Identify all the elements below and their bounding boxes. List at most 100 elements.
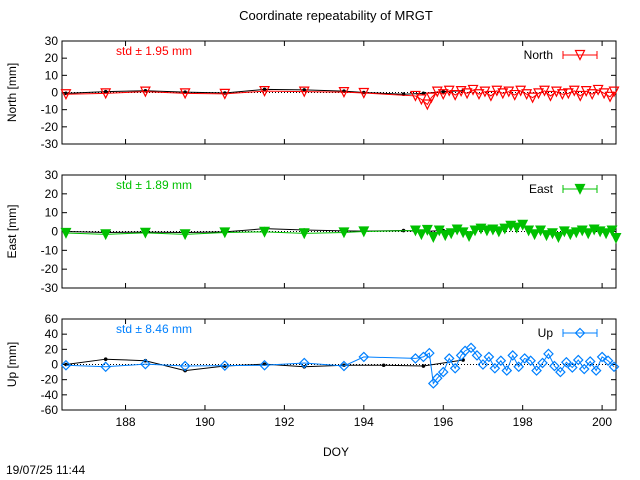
x-tick-label: 198 — [513, 415, 533, 429]
data-point — [519, 353, 531, 364]
data-point — [549, 360, 560, 372]
reference-point — [441, 89, 446, 94]
data-point — [443, 353, 455, 364]
legend-marker — [574, 183, 586, 195]
data-point — [421, 99, 433, 111]
x-tick-label: 190 — [195, 415, 215, 429]
y-tick-label: 60 — [45, 312, 59, 326]
x-tick-label: 192 — [274, 415, 294, 429]
legend-label: Up — [538, 326, 554, 340]
data-point — [219, 360, 231, 371]
data-point — [541, 230, 552, 242]
data-point — [511, 222, 523, 234]
data-point — [495, 355, 507, 367]
data-point — [100, 88, 112, 100]
x-axis-label: DOY — [323, 445, 349, 459]
data-point — [100, 229, 112, 241]
data-point — [431, 372, 443, 384]
data-point — [139, 227, 151, 239]
legend-label: North — [524, 48, 553, 62]
timestamp: 19/07/25 11:44 — [6, 463, 86, 477]
data-point — [60, 227, 72, 239]
data-point — [60, 89, 72, 101]
data-point — [477, 359, 489, 370]
y-tick-label: 10 — [45, 206, 59, 220]
data-point — [545, 90, 556, 102]
data-point — [358, 226, 370, 238]
data-point — [531, 365, 542, 376]
data-point — [543, 348, 554, 360]
y-tick-label: -30 — [41, 137, 59, 151]
data-point — [298, 228, 310, 240]
x-tick-label: 194 — [354, 415, 374, 429]
y-tick-label: 10 — [45, 68, 59, 82]
reference-point — [421, 91, 426, 96]
data-point — [517, 219, 529, 231]
data-point — [608, 86, 620, 98]
data-point — [596, 351, 608, 363]
data-point — [60, 359, 72, 371]
y-tick-label: 30 — [45, 34, 59, 48]
reference-point — [103, 357, 108, 361]
data-point — [445, 228, 457, 240]
y-tick-label: -10 — [41, 243, 59, 257]
data-point — [338, 87, 350, 98]
y-tick-label: 40 — [45, 327, 59, 341]
data-point — [449, 89, 461, 101]
y-axis-label: East [mm] — [5, 204, 19, 258]
y-tick-label: 20 — [45, 342, 59, 356]
data-point — [606, 225, 618, 237]
y-axis-label: North [mm] — [5, 63, 19, 122]
data-point — [463, 231, 475, 243]
y-tick-label: -30 — [41, 281, 59, 295]
std-label: std ± 1.89 mm — [116, 178, 192, 192]
legend-marker — [574, 327, 586, 339]
y-tick-label: 20 — [45, 187, 59, 201]
reference-point — [381, 363, 386, 368]
y-tick-label: 0 — [51, 86, 58, 100]
data-point — [100, 361, 112, 373]
data-point — [507, 350, 519, 361]
data-point — [437, 366, 449, 378]
std-label: std ± 8.46 mm — [116, 322, 192, 336]
data-point — [423, 347, 435, 359]
series-line — [65, 89, 615, 106]
y-axis-label: Up [mm] — [5, 342, 19, 387]
data-point — [179, 360, 191, 372]
data-point — [513, 361, 525, 373]
data-point — [568, 85, 580, 97]
data-point — [259, 86, 271, 97]
data-point — [437, 89, 449, 101]
data-point — [449, 362, 461, 374]
data-point — [427, 232, 439, 243]
data-point — [610, 232, 622, 244]
legend-label: East — [529, 182, 554, 196]
data-point — [358, 351, 370, 363]
data-point — [572, 354, 584, 366]
data-point — [298, 357, 310, 369]
data-point — [602, 355, 614, 367]
data-point — [501, 365, 513, 376]
data-point — [537, 357, 548, 369]
data-point — [425, 92, 437, 104]
data-point — [358, 87, 370, 99]
data-point — [561, 356, 572, 368]
reference-point — [262, 87, 267, 92]
y-tick-label: 0 — [51, 358, 58, 372]
chart-title: Coordinate repeatability of MRGT — [239, 8, 433, 23]
data-point — [497, 88, 509, 100]
data-point — [415, 94, 427, 106]
data-point — [493, 226, 505, 238]
reference-point — [302, 88, 307, 92]
data-point — [582, 228, 594, 240]
data-point — [499, 223, 511, 235]
y-tick-label: -60 — [41, 403, 59, 417]
data-point — [461, 88, 473, 100]
reference-point — [103, 89, 108, 94]
data-point — [525, 355, 536, 367]
data-point — [556, 89, 568, 101]
data-point — [139, 86, 151, 98]
data-point — [566, 362, 578, 373]
